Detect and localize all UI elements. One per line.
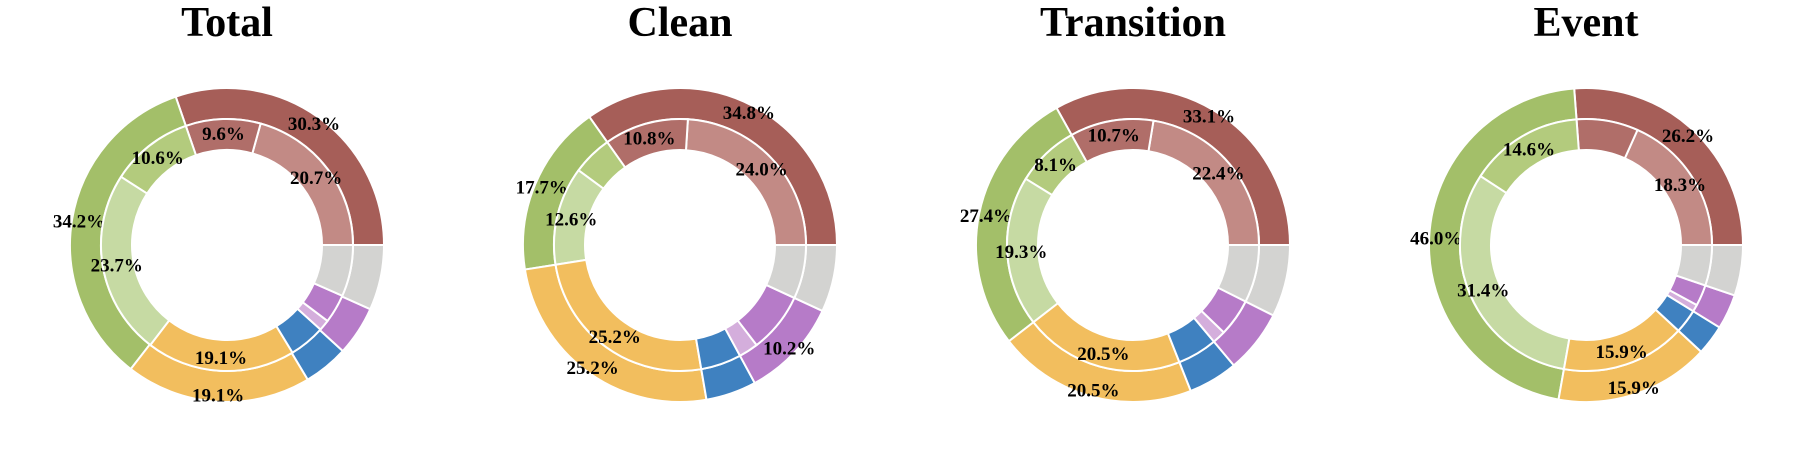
inner-ring-label: 10.6% [132, 148, 184, 169]
inner-ring-label: 19.3% [995, 242, 1047, 263]
chart-title-event: Event [1534, 0, 1639, 46]
inner-ring-label: 12.6% [545, 210, 597, 231]
outer-ring-label: 19.1% [192, 386, 244, 407]
inner-ring-label: 22.4% [1192, 164, 1244, 185]
outer-ring-label: 26.2% [1662, 126, 1714, 147]
outer-ring-label: 17.7% [516, 178, 568, 199]
inner-ring-label: 20.7% [290, 168, 342, 189]
inner-ring-slice [764, 244, 808, 300]
donut-chart-event: Event 26.2% 46.0% 15.9% 18.3% 14.6% 31.4% 15.9… [1410, 0, 1745, 403]
inner-ring-label: 24.0% [735, 159, 787, 180]
inner-ring-label: 8.1% [1034, 155, 1077, 176]
outer-ring-label: 25.2% [566, 358, 618, 379]
outer-ring-label: 30.3% [288, 114, 340, 135]
inner-ring-label: 10.7% [1088, 126, 1140, 147]
inner-ring-label: 18.3% [1654, 175, 1706, 196]
chart-title-total: Total [181, 0, 273, 46]
inner-ring-label: 14.6% [1503, 140, 1555, 161]
inner-ring-slice [1674, 244, 1714, 287]
outer-ring-label: 27.4% [960, 206, 1012, 227]
outer-ring-label: 10.2% [763, 339, 815, 360]
chart-title-clean: Clean [628, 0, 733, 46]
inner-ring-label: 23.7% [91, 255, 143, 276]
outer-ring-label: 46.0% [1410, 229, 1462, 250]
donut-chart-total: Total 30.3% 34.2% 19.1% 20.7% 9.6% 10.6% 23.7%… [53, 0, 386, 407]
inner-ring-label: 10.8% [623, 128, 675, 149]
chart-title-transition: Transition [1040, 0, 1226, 46]
inner-ring-label: 19.1% [195, 348, 247, 369]
donut-chart-transition: Transition 33.1% 27.4% 20.5% 22.4% 10.7% 8.1%… [960, 0, 1292, 403]
outer-ring-label: 20.5% [1067, 381, 1119, 402]
outer-ring-label: 33.1% [1183, 107, 1235, 128]
inner-ring-label: 31.4% [1457, 281, 1509, 302]
outer-ring-label: 34.8% [723, 103, 775, 124]
inner-ring-label: 25.2% [589, 327, 641, 348]
inner-ring-label: 20.5% [1077, 344, 1129, 365]
outer-ring-label: 34.2% [53, 212, 105, 233]
inner-ring-label: 15.9% [1595, 342, 1647, 363]
inner-ring-slice [1216, 244, 1261, 303]
donut-chart-clean: Clean 34.8% 17.7% 25.2% 10.2% 24.0% 10.8% 12.6… [516, 0, 839, 403]
outer-ring-label: 15.9% [1608, 378, 1660, 399]
inner-ring-label: 9.6% [202, 124, 245, 145]
inner-ring-slice [312, 244, 355, 298]
